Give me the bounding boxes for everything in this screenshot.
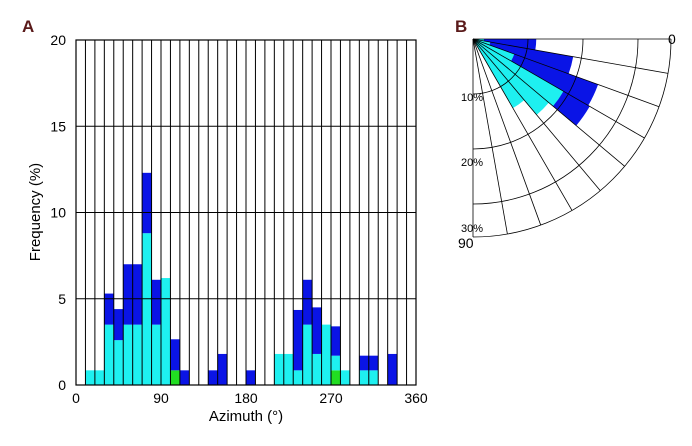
rose-ring: [472, 38, 639, 205]
y-tick-label: 0: [58, 377, 66, 393]
bar-total-240: [302, 279, 313, 325]
bar-partial-30: [104, 324, 114, 385]
bar-partial-40: [113, 340, 124, 385]
histogram-ticks: 0 90 180 270 360 0 5 10 15 20: [50, 32, 427, 406]
bar-partial-310: [368, 370, 379, 385]
rose-ring: [472, 38, 672, 238]
bar-total-80: [151, 279, 161, 325]
histogram-chart: 0 90 180 270 360 0 5 10 15 20: [50, 32, 427, 406]
bar-total-100: [170, 339, 180, 371]
rose-sector-partial-50: [473, 39, 525, 109]
rose-ring: [472, 38, 584, 150]
y-tick-label: 10: [50, 205, 66, 221]
y-tick-label: 15: [50, 118, 66, 134]
bar-base-100: [170, 370, 180, 385]
x-axis-title: Azimuth (°): [209, 408, 283, 425]
bar-total-60: [132, 264, 143, 325]
bar-partial-280: [340, 370, 350, 385]
rose-ring-label-30: 30%: [461, 223, 483, 235]
x-tick-label: 180: [234, 390, 258, 406]
bar-total-330: [387, 353, 398, 385]
rose-sectors: [473, 39, 599, 126]
bar-partial-220: [283, 353, 294, 385]
rose-ring: [472, 38, 529, 95]
panel-a-label: A: [22, 17, 34, 36]
bar-partial-250: [312, 353, 322, 385]
bar-partial-80: [151, 324, 161, 385]
bar-partial-90: [161, 278, 171, 385]
bar-partial-240: [302, 324, 313, 385]
rose-sector-partial-40: [473, 39, 549, 115]
bar-partial-60: [132, 324, 143, 385]
x-tick-label: 270: [319, 390, 343, 406]
bar-total-300: [359, 355, 369, 371]
bar-partial-50: [123, 324, 133, 385]
rose-sector-partial-20: [473, 39, 515, 61]
bar-total-140: [208, 370, 218, 385]
bar-partial-300: [359, 370, 369, 385]
panel-b-label: B: [455, 17, 467, 36]
bar-total-110: [179, 370, 190, 385]
bar-total-230: [293, 309, 303, 371]
bar-total-250: [312, 307, 322, 354]
bar-total-30: [104, 293, 114, 325]
y-tick-label: 20: [50, 32, 66, 48]
bar-partial-10: [85, 370, 95, 385]
bar-partial-260: [321, 324, 331, 385]
bar-total-70: [142, 172, 152, 234]
x-tick-label: 90: [153, 390, 169, 406]
rose-label-90: 90: [458, 235, 474, 251]
bar-total-50: [123, 264, 133, 325]
rose-ring-label-10: 10%: [461, 92, 483, 104]
bar-partial-20: [94, 370, 105, 385]
rose-diagram: [472, 38, 672, 238]
bar-total-40: [113, 309, 124, 341]
x-tick-label: 0: [72, 390, 80, 406]
bar-total-270: [331, 326, 341, 356]
y-tick-label: 5: [58, 291, 66, 307]
rose-label-0: 0: [668, 31, 676, 47]
y-axis-title: Frequency (%): [27, 163, 44, 261]
bar-partial-270: [331, 355, 341, 371]
histogram-grid: [75, 39, 417, 386]
x-tick-label: 360: [404, 390, 428, 406]
rose-ring-label-20: 20%: [461, 157, 483, 169]
bar-total-310: [368, 355, 379, 371]
plot-frame: [75, 39, 417, 386]
bar-partial-70: [142, 233, 152, 385]
rose-sector-partial-30: [473, 39, 564, 107]
bar-total-180: [246, 370, 256, 385]
rose-grid: [472, 38, 672, 238]
bar-partial-230: [293, 370, 303, 385]
bar-total-150: [217, 353, 228, 385]
bar-partial-210: [274, 353, 284, 385]
bar-base-270: [331, 370, 341, 385]
histogram-bars: [85, 172, 398, 385]
